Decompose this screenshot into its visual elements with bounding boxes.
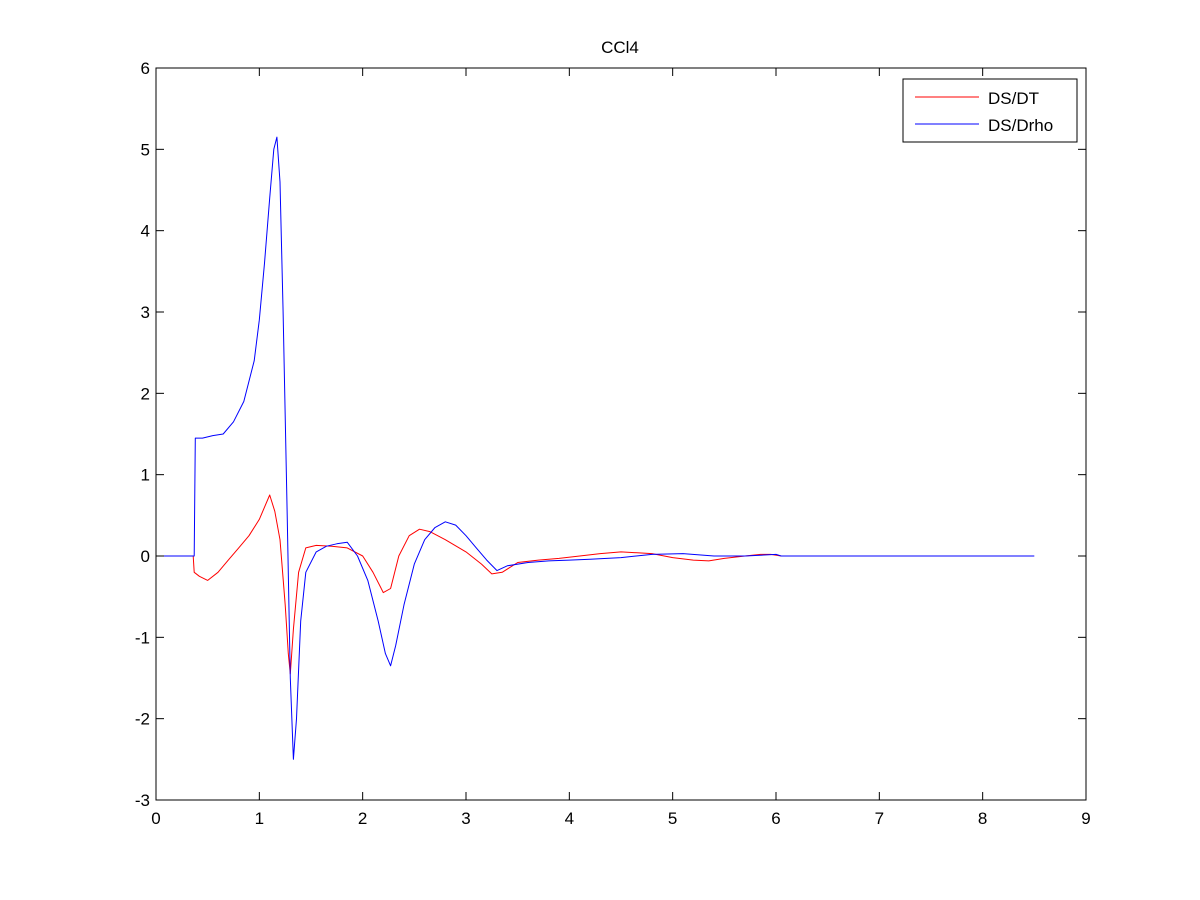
x-tick-label: 3 [461,809,470,828]
x-tick-label: 0 [151,809,160,828]
legend: DS/DT DS/Drho [902,78,1078,143]
y-tick-label: 4 [141,222,150,241]
x-tick-label: 2 [358,809,367,828]
y-tick-label: 2 [141,384,150,403]
y-tick-label: 1 [141,466,150,485]
y-tick-label: 0 [141,547,150,566]
series-line-ds-dt [156,494,782,675]
y-tick-label: -3 [135,791,150,810]
y-tick-label: 3 [141,303,150,322]
data-lines [156,136,1035,760]
y-tick-label: 6 [141,59,150,78]
x-tick-label: 4 [565,809,574,828]
x-tick-label: 5 [668,809,677,828]
y-tick-label: 5 [141,140,150,159]
y-tick-label: -2 [135,710,150,729]
y-tick-label: -1 [135,628,150,647]
x-tick-label: 8 [978,809,987,828]
axis-ticks: 0 1 2 3 4 5 6 7 8 9 -3 -2 -1 0 1 2 3 4 5 6 [135,59,1091,828]
series-line-ds-drho [156,136,1035,760]
x-tick-label: 6 [771,809,780,828]
axes-box [155,67,1087,801]
x-tick-label: 9 [1081,809,1090,828]
legend-box [902,78,1078,143]
legend-label-ds-drho: DS/Drho [988,116,1053,135]
x-tick-label: 7 [875,809,884,828]
legend-label-ds-dt: DS/DT [988,89,1039,108]
x-tick-label: 1 [255,809,264,828]
chart-title: CCl4 [601,38,639,57]
